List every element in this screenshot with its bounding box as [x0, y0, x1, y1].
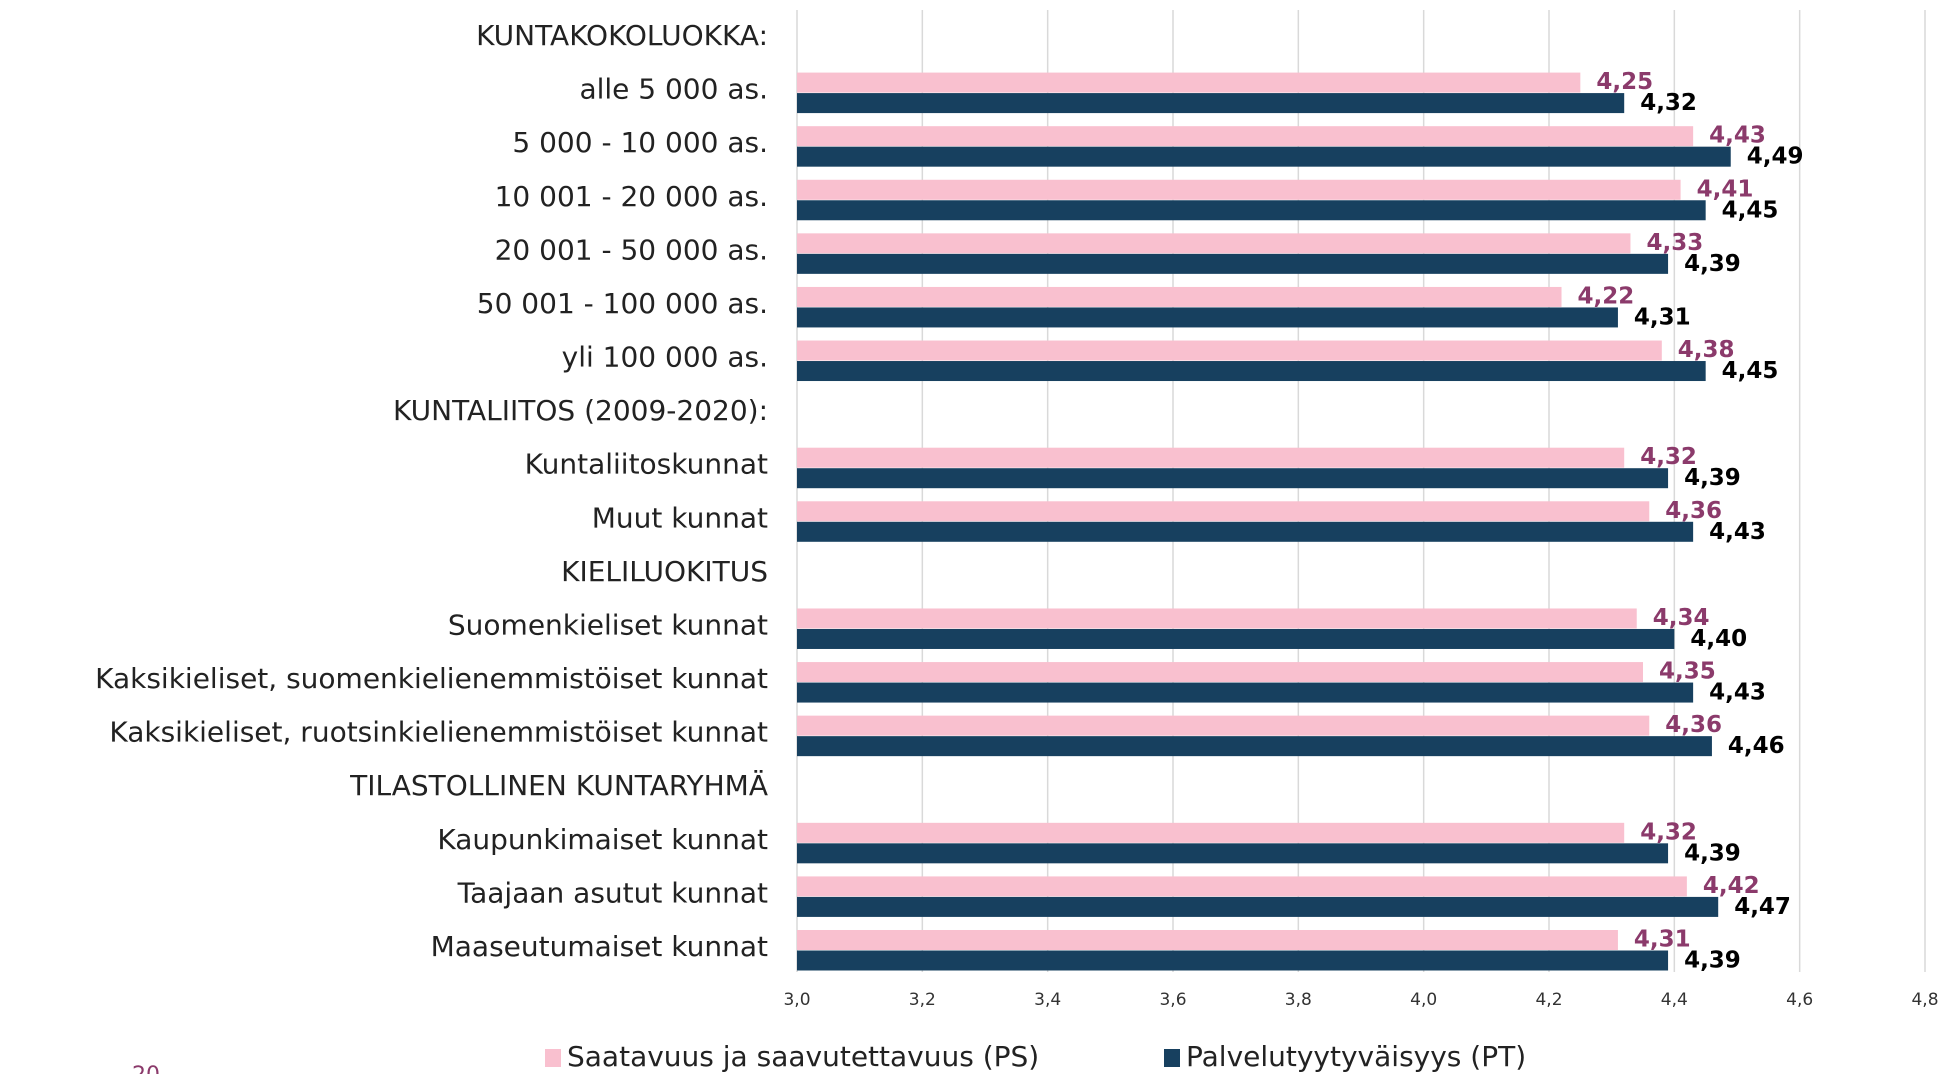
- category-label: KIELILUOKITUS: [561, 555, 768, 588]
- bar: [797, 682, 1694, 703]
- category-label: Maaseutumaiset kunnat: [431, 930, 768, 963]
- bar: [797, 736, 1712, 757]
- category-label: KUNTAKOKOLUOKKA:: [476, 19, 768, 52]
- value-label: 4,43: [1709, 680, 1766, 706]
- category-label: alle 5 000 as.: [579, 73, 768, 106]
- value-label: 4,25: [1596, 69, 1653, 95]
- bar: [797, 93, 1625, 114]
- value-label: 4,34: [1653, 605, 1710, 631]
- bar: [797, 715, 1650, 736]
- value-label: 4,41: [1697, 176, 1754, 202]
- category-label: KUNTALIITOS (2009-2020):: [393, 394, 768, 427]
- value-label: 4,49: [1747, 144, 1804, 170]
- value-label: 4,45: [1722, 358, 1779, 384]
- value-label: 4,40: [1690, 626, 1747, 652]
- bar: [797, 253, 1669, 274]
- x-tick-label: 3,2: [909, 990, 936, 1010]
- page-number: 20: [132, 1063, 160, 1074]
- value-label: 4,36: [1665, 712, 1722, 738]
- bar: [797, 361, 1706, 382]
- bar: [797, 233, 1631, 254]
- legend-swatch: [545, 1049, 561, 1067]
- value-label: 4,39: [1684, 251, 1741, 277]
- legend-label: Palvelutyytyväisyys (PT): [1186, 1040, 1526, 1073]
- category-label: 50 001 - 100 000 as.: [477, 287, 768, 320]
- value-label: 4,32: [1640, 90, 1697, 116]
- value-label: 4,47: [1734, 894, 1791, 920]
- category-label: Kaksikieliset, suomenkielienemmistöiset …: [95, 662, 768, 695]
- bar: [797, 608, 1637, 629]
- bar: [797, 179, 1681, 200]
- bar: [797, 447, 1625, 468]
- x-tick-label: 3,6: [1159, 990, 1186, 1010]
- category-label: 10 001 - 20 000 as.: [495, 180, 768, 213]
- value-label: 4,38: [1678, 337, 1735, 363]
- x-tick-label: 4,6: [1786, 990, 1813, 1010]
- value-label: 4,39: [1684, 465, 1741, 491]
- bar: [797, 126, 1694, 147]
- bar: [797, 843, 1669, 864]
- value-label: 4,45: [1722, 197, 1779, 223]
- value-label: 4,39: [1684, 840, 1741, 866]
- bar: [797, 521, 1694, 542]
- value-label: 4,31: [1634, 927, 1691, 953]
- category-label: yli 100 000 as.: [562, 341, 768, 374]
- legend-label: Saatavuus ja saavutettavuus (PS): [567, 1040, 1039, 1073]
- x-tick-label: 4,2: [1535, 990, 1562, 1010]
- bar: [797, 876, 1687, 897]
- category-label: Taajaan asutut kunnat: [457, 876, 768, 909]
- category-label: Muut kunnat: [592, 501, 768, 534]
- bar: [797, 340, 1662, 361]
- value-label: 4,22: [1578, 283, 1635, 309]
- value-label: 4,31: [1634, 304, 1691, 330]
- category-label: 20 001 - 50 000 as.: [495, 233, 768, 266]
- x-tick-label: 3,8: [1285, 990, 1312, 1010]
- value-label: 4,42: [1703, 873, 1760, 899]
- value-label: 4,39: [1684, 948, 1741, 974]
- bar: [797, 628, 1675, 649]
- value-label: 4,32: [1640, 819, 1697, 845]
- value-label: 4,46: [1728, 733, 1785, 759]
- bar: [797, 286, 1562, 307]
- bar: [797, 72, 1581, 93]
- bar: [797, 501, 1650, 522]
- category-label: Kaupunkimaiset kunnat: [437, 823, 768, 856]
- value-label: 4,33: [1646, 230, 1703, 256]
- bar: [797, 822, 1625, 843]
- bar: [797, 200, 1706, 221]
- category-label: Kuntaliitoskunnat: [525, 448, 768, 481]
- bar: [797, 468, 1669, 489]
- category-label: Kaksikieliset, ruotsinkielienemmistöiset…: [109, 716, 768, 749]
- bar: [797, 146, 1731, 167]
- value-label: 4,36: [1665, 498, 1722, 524]
- category-label: Suomenkieliset kunnat: [448, 608, 768, 641]
- value-label: 4,43: [1709, 519, 1766, 545]
- category-label: 5 000 - 10 000 as.: [512, 126, 768, 159]
- x-tick-label: 3,0: [783, 990, 810, 1010]
- value-label: 4,35: [1659, 659, 1716, 685]
- bar: [797, 307, 1618, 328]
- category-label: TILASTOLLINEN KUNTARYHMÄ: [349, 769, 768, 802]
- x-tick-label: 3,4: [1034, 990, 1061, 1010]
- bar: [797, 662, 1643, 683]
- bar: [797, 930, 1618, 950]
- x-tick-label: 4,8: [1911, 990, 1938, 1010]
- bar: [797, 950, 1669, 971]
- value-label: 4,32: [1640, 444, 1697, 470]
- legend-swatch: [1164, 1049, 1180, 1067]
- bar: [797, 896, 1719, 917]
- x-tick-label: 4,4: [1661, 990, 1688, 1010]
- x-tick-label: 4,0: [1410, 990, 1437, 1010]
- value-label: 4,43: [1709, 123, 1766, 149]
